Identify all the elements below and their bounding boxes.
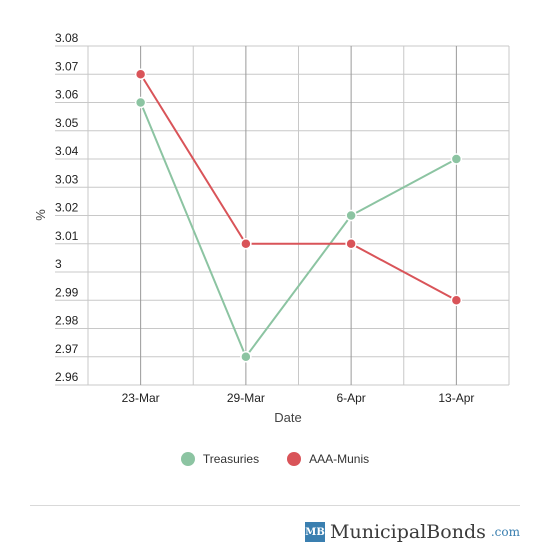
data-point-treasuries[interactable] xyxy=(134,96,147,109)
x-tick-label: 6-Apr xyxy=(336,391,365,405)
brand-tld: .com xyxy=(490,525,520,539)
y-tick-label: 2.98 xyxy=(55,314,79,328)
legend-label-aaa-munis: AAA-Munis xyxy=(309,452,370,466)
data-point-treasuries[interactable] xyxy=(240,351,252,363)
data-point-treasuries[interactable] xyxy=(345,209,357,222)
legend-item-aaa-munis[interactable]: AAA-Munis xyxy=(287,452,369,466)
brand-badge-logo: MB xyxy=(305,522,326,542)
chart-legend: Treasuries AAA-Munis xyxy=(0,452,550,466)
series-lines xyxy=(139,73,457,359)
y-tick-label: 3.07 xyxy=(55,59,79,73)
y-tick-label: 3.06 xyxy=(55,88,79,102)
y-tick-label: 3.08 xyxy=(55,31,79,45)
y-tick-label: 2.99 xyxy=(55,285,79,299)
series-line-aaa-munis xyxy=(139,73,457,302)
x-axis-label: Date xyxy=(274,410,301,425)
y-tick-label: 3.04 xyxy=(55,144,79,158)
brand-name: MunicipalBonds xyxy=(330,521,486,543)
x-tick-label: 29-Mar xyxy=(227,391,265,405)
y-axis-ticks: 2.96 2.97 2.98 2.99 3 3.01 3.02 3.03 3.04 3.05 3.0… xyxy=(55,31,79,384)
x-axis-ticks: 23-Mar 29-Mar 6-Apr 13-Apr xyxy=(122,391,475,405)
y-tick-label: 3.02 xyxy=(55,201,79,215)
y-tick-label: 3.01 xyxy=(55,229,79,243)
series-line-treasuries xyxy=(139,102,457,359)
y-tick-label: 3 xyxy=(55,257,62,271)
series-points xyxy=(134,68,463,363)
brand-logo[interactable]: MB MunicipalBonds .com xyxy=(305,521,520,543)
legend-item-treasuries[interactable]: Treasuries xyxy=(180,452,260,466)
footer-divider xyxy=(30,505,520,506)
legend-dot-treasuries xyxy=(180,452,195,466)
data-point-aaa-munis[interactable] xyxy=(450,294,463,306)
data-point-treasuries[interactable] xyxy=(450,153,463,165)
y-tick-label: 2.97 xyxy=(55,342,79,356)
data-point-aaa-munis[interactable] xyxy=(345,238,357,250)
y-axis-label: % xyxy=(33,209,48,221)
line-chart: 2.96 2.97 2.98 2.99 3 3.01 3.02 3.03 3.04 3.05 3.0… xyxy=(33,31,510,425)
x-tick-label: 13-Apr xyxy=(438,391,474,405)
x-tick-label: 23-Mar xyxy=(122,391,160,405)
data-point-aaa-munis[interactable] xyxy=(240,238,252,250)
y-tick-label: 3.03 xyxy=(55,172,79,186)
data-point-aaa-munis[interactable] xyxy=(134,68,147,80)
legend-dot-aaa-munis xyxy=(287,452,302,466)
legend-label-treasuries: Treasuries xyxy=(202,452,260,466)
grid-lines xyxy=(55,45,510,386)
y-tick-label: 2.96 xyxy=(55,370,79,384)
y-tick-label: 3.05 xyxy=(55,116,79,130)
